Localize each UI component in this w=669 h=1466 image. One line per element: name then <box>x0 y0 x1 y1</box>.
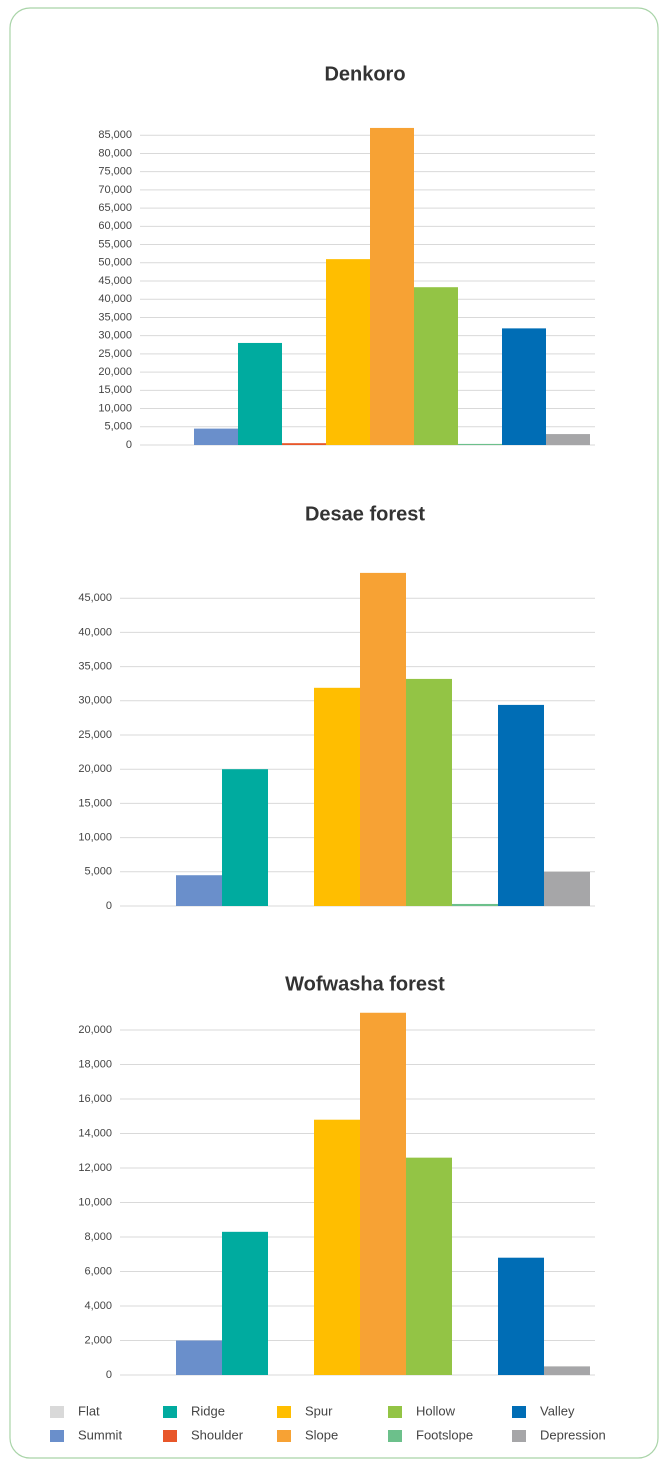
y-tick-label: 40,000 <box>78 626 112 638</box>
bar <box>546 434 590 445</box>
y-tick-label: 10,000 <box>98 402 132 414</box>
y-tick-label: 40,000 <box>98 293 132 305</box>
y-tick-label: 55,000 <box>98 238 132 250</box>
y-tick-label: 5,000 <box>84 866 112 878</box>
bar <box>544 1366 590 1375</box>
legend-label: Flat <box>78 1403 100 1418</box>
legend-label: Slope <box>305 1427 338 1442</box>
chart-title: Wofwasha forest <box>285 973 445 995</box>
chart-title: Denkoro <box>324 63 405 85</box>
bar <box>458 443 502 445</box>
y-tick-label: 45,000 <box>78 592 112 604</box>
bar <box>360 572 406 906</box>
legend-label: Shoulder <box>191 1427 244 1442</box>
bar <box>326 259 370 445</box>
bar <box>314 687 360 906</box>
y-tick-label: 15,000 <box>98 384 132 396</box>
bar <box>282 443 326 445</box>
y-tick-label: 25,000 <box>98 348 132 360</box>
y-tick-label: 6,000 <box>84 1265 112 1277</box>
legend-label: Valley <box>540 1403 575 1418</box>
legend-label: Depression <box>540 1427 606 1442</box>
y-tick-label: 35,000 <box>78 661 112 673</box>
legend-swatch <box>388 1406 402 1418</box>
y-tick-label: 20,000 <box>98 366 132 378</box>
bar <box>222 1231 268 1375</box>
y-tick-label: 75,000 <box>98 166 132 178</box>
y-tick-label: 16,000 <box>78 1093 112 1105</box>
y-tick-label: 50,000 <box>98 257 132 269</box>
y-tick-label: 25,000 <box>78 729 112 741</box>
bar <box>498 1257 544 1375</box>
chart-title: Desae forest <box>305 503 425 525</box>
y-tick-label: 18,000 <box>78 1058 112 1070</box>
y-tick-label: 35,000 <box>98 311 132 323</box>
legend-label: Ridge <box>191 1403 225 1418</box>
legend-swatch <box>277 1406 291 1418</box>
y-tick-label: 70,000 <box>98 184 132 196</box>
bar <box>370 127 414 445</box>
legend-label: Summit <box>78 1427 122 1442</box>
y-tick-label: 14,000 <box>78 1127 112 1139</box>
y-tick-label: 0 <box>126 439 132 451</box>
y-tick-label: 45,000 <box>98 275 132 287</box>
bar <box>452 903 498 906</box>
bar <box>502 328 546 445</box>
bar <box>406 1157 452 1375</box>
bar <box>360 1012 406 1375</box>
y-tick-label: 20,000 <box>78 1024 112 1036</box>
legend-swatch <box>277 1430 291 1442</box>
y-tick-label: 65,000 <box>98 202 132 214</box>
bar <box>176 1340 222 1375</box>
bar <box>406 678 452 906</box>
legend-label: Spur <box>305 1403 333 1418</box>
y-tick-label: 10,000 <box>78 1196 112 1208</box>
y-tick-label: 0 <box>106 900 112 912</box>
legend-label: Hollow <box>416 1403 456 1418</box>
legend-swatch <box>50 1430 64 1442</box>
legend-swatch <box>163 1430 177 1442</box>
bar <box>498 704 544 906</box>
bar <box>414 287 458 445</box>
bar <box>194 428 238 445</box>
legend-label: Footslope <box>416 1427 473 1442</box>
y-tick-label: 10,000 <box>78 832 112 844</box>
bar <box>238 342 282 445</box>
bar <box>314 1119 360 1375</box>
legend-swatch <box>512 1406 526 1418</box>
bar <box>222 769 268 906</box>
y-tick-label: 8,000 <box>84 1231 112 1243</box>
legend-swatch <box>163 1406 177 1418</box>
y-tick-label: 15,000 <box>78 797 112 809</box>
legend-swatch <box>50 1406 64 1418</box>
y-tick-label: 2,000 <box>84 1334 112 1346</box>
legend-swatch <box>388 1430 402 1442</box>
y-tick-label: 60,000 <box>98 220 132 232</box>
y-tick-label: 0 <box>106 1369 112 1381</box>
y-tick-label: 30,000 <box>78 695 112 707</box>
y-tick-label: 5,000 <box>104 421 132 433</box>
legend-swatch <box>512 1430 526 1442</box>
y-tick-label: 4,000 <box>84 1300 112 1312</box>
y-tick-label: 20,000 <box>78 763 112 775</box>
bar <box>544 871 590 906</box>
y-tick-label: 85,000 <box>98 129 132 141</box>
y-tick-label: 12,000 <box>78 1162 112 1174</box>
bar <box>176 875 222 906</box>
y-tick-label: 80,000 <box>98 147 132 159</box>
y-tick-label: 30,000 <box>98 330 132 342</box>
